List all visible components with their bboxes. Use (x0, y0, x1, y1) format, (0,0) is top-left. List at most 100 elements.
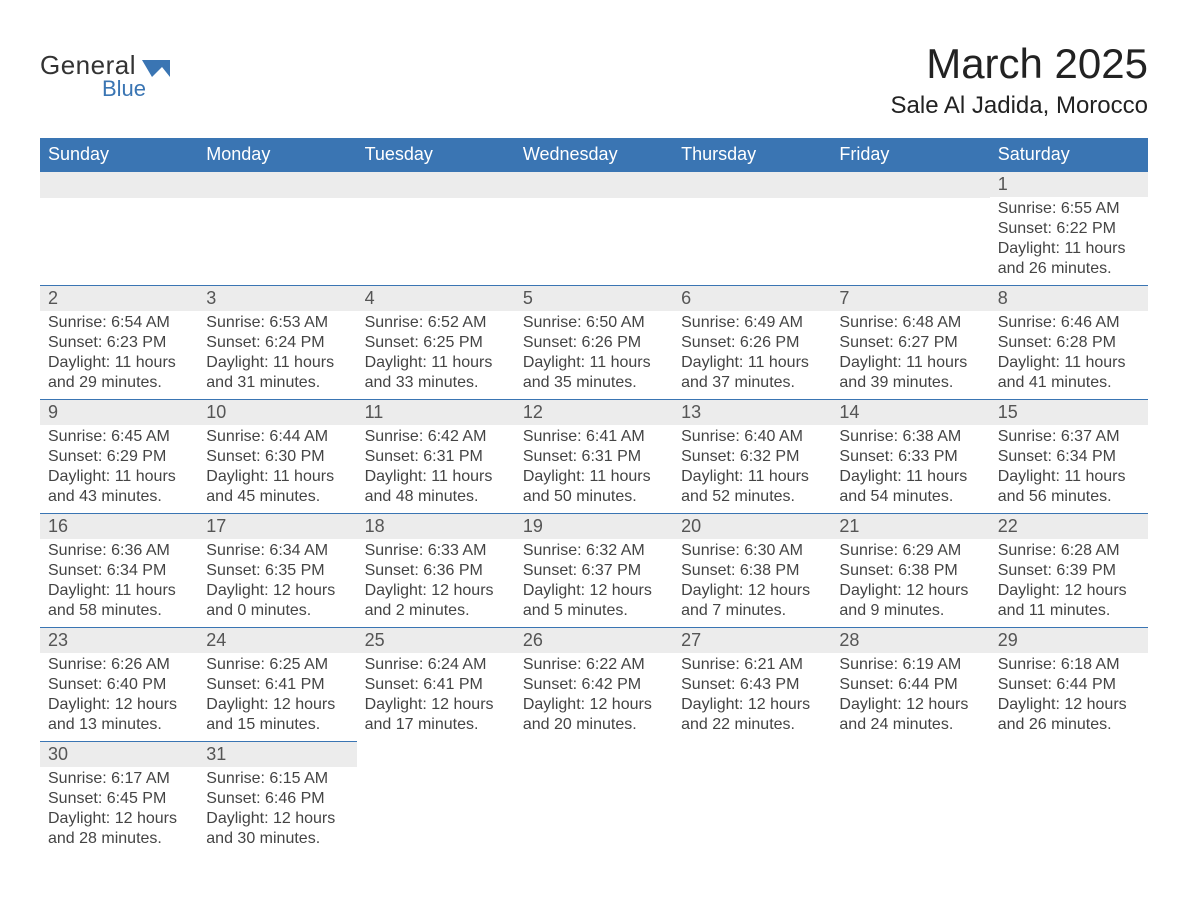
calendar-day-cell: 2Sunrise: 6:54 AMSunset: 6:23 PMDaylight… (40, 286, 198, 400)
sunset-line: Sunset: 6:31 PM (365, 447, 507, 467)
calendar-empty-cell (40, 172, 198, 286)
day-number: 8 (990, 286, 1148, 311)
day-details: Sunrise: 6:55 AMSunset: 6:22 PMDaylight:… (990, 197, 1148, 285)
day-details: Sunrise: 6:37 AMSunset: 6:34 PMDaylight:… (990, 425, 1148, 513)
day-details: Sunrise: 6:26 AMSunset: 6:40 PMDaylight:… (40, 653, 198, 741)
day-number: 23 (40, 628, 198, 653)
sunset-line: Sunset: 6:38 PM (839, 561, 981, 581)
day-number: 5 (515, 286, 673, 311)
sunset-line: Sunset: 6:33 PM (839, 447, 981, 467)
day-details: Sunrise: 6:24 AMSunset: 6:41 PMDaylight:… (357, 653, 515, 741)
daylight-line: Daylight: 11 hours and 50 minutes. (523, 467, 665, 507)
sunrise-line: Sunrise: 6:36 AM (48, 541, 190, 561)
dow-header: Thursday (673, 138, 831, 172)
sunrise-line: Sunrise: 6:30 AM (681, 541, 823, 561)
sunset-line: Sunset: 6:44 PM (839, 675, 981, 695)
day-details: Sunrise: 6:21 AMSunset: 6:43 PMDaylight:… (673, 653, 831, 741)
daylight-line: Daylight: 12 hours and 20 minutes. (523, 695, 665, 735)
sunrise-line: Sunrise: 6:24 AM (365, 655, 507, 675)
calendar-week-row: 1Sunrise: 6:55 AMSunset: 6:22 PMDaylight… (40, 172, 1148, 286)
calendar-day-cell: 22Sunrise: 6:28 AMSunset: 6:39 PMDayligh… (990, 514, 1148, 628)
day-details: Sunrise: 6:18 AMSunset: 6:44 PMDaylight:… (990, 653, 1148, 741)
day-number: 26 (515, 628, 673, 653)
sunset-line: Sunset: 6:36 PM (365, 561, 507, 581)
day-details: Sunrise: 6:28 AMSunset: 6:39 PMDaylight:… (990, 539, 1148, 627)
sunrise-line: Sunrise: 6:17 AM (48, 769, 190, 789)
empty-day-header (198, 172, 356, 198)
calendar-empty-cell (357, 742, 515, 856)
sunset-line: Sunset: 6:29 PM (48, 447, 190, 467)
daylight-line: Daylight: 11 hours and 35 minutes. (523, 353, 665, 393)
day-number: 7 (831, 286, 989, 311)
calendar-day-cell: 21Sunrise: 6:29 AMSunset: 6:38 PMDayligh… (831, 514, 989, 628)
calendar-day-cell: 18Sunrise: 6:33 AMSunset: 6:36 PMDayligh… (357, 514, 515, 628)
day-number: 6 (673, 286, 831, 311)
daylight-line: Daylight: 11 hours and 52 minutes. (681, 467, 823, 507)
calendar-day-cell: 4Sunrise: 6:52 AMSunset: 6:25 PMDaylight… (357, 286, 515, 400)
daylight-line: Daylight: 12 hours and 28 minutes. (48, 809, 190, 849)
sunset-line: Sunset: 6:24 PM (206, 333, 348, 353)
calendar-day-cell: 24Sunrise: 6:25 AMSunset: 6:41 PMDayligh… (198, 628, 356, 742)
dow-header: Saturday (990, 138, 1148, 172)
day-number: 18 (357, 514, 515, 539)
empty-day-body (198, 198, 356, 268)
sunrise-line: Sunrise: 6:42 AM (365, 427, 507, 447)
sunset-line: Sunset: 6:43 PM (681, 675, 823, 695)
day-details: Sunrise: 6:17 AMSunset: 6:45 PMDaylight:… (40, 767, 198, 855)
day-number: 14 (831, 400, 989, 425)
calendar-day-cell: 1Sunrise: 6:55 AMSunset: 6:22 PMDaylight… (990, 172, 1148, 286)
sunset-line: Sunset: 6:32 PM (681, 447, 823, 467)
sunset-line: Sunset: 6:30 PM (206, 447, 348, 467)
calendar-empty-cell (831, 742, 989, 856)
day-number: 25 (357, 628, 515, 653)
sunrise-line: Sunrise: 6:25 AM (206, 655, 348, 675)
daylight-line: Daylight: 12 hours and 2 minutes. (365, 581, 507, 621)
month-title: March 2025 (891, 40, 1148, 88)
location: Sale Al Jadida, Morocco (891, 92, 1148, 120)
daylight-line: Daylight: 11 hours and 54 minutes. (839, 467, 981, 507)
sunrise-line: Sunrise: 6:19 AM (839, 655, 981, 675)
sunset-line: Sunset: 6:25 PM (365, 333, 507, 353)
calendar-day-cell: 20Sunrise: 6:30 AMSunset: 6:38 PMDayligh… (673, 514, 831, 628)
calendar-empty-cell (673, 742, 831, 856)
daylight-line: Daylight: 12 hours and 17 minutes. (365, 695, 507, 735)
sunset-line: Sunset: 6:23 PM (48, 333, 190, 353)
calendar-day-cell: 14Sunrise: 6:38 AMSunset: 6:33 PMDayligh… (831, 400, 989, 514)
calendar-day-cell: 3Sunrise: 6:53 AMSunset: 6:24 PMDaylight… (198, 286, 356, 400)
sunrise-line: Sunrise: 6:22 AM (523, 655, 665, 675)
sunset-line: Sunset: 6:44 PM (998, 675, 1140, 695)
calendar-day-cell: 9Sunrise: 6:45 AMSunset: 6:29 PMDaylight… (40, 400, 198, 514)
day-number: 4 (357, 286, 515, 311)
day-number: 10 (198, 400, 356, 425)
sunrise-line: Sunrise: 6:38 AM (839, 427, 981, 447)
empty-day-header (831, 172, 989, 198)
calendar-empty-cell (673, 172, 831, 286)
sunrise-line: Sunrise: 6:45 AM (48, 427, 190, 447)
calendar-empty-cell (831, 172, 989, 286)
day-number: 15 (990, 400, 1148, 425)
day-number: 1 (990, 172, 1148, 197)
calendar-week-row: 23Sunrise: 6:26 AMSunset: 6:40 PMDayligh… (40, 628, 1148, 742)
calendar-table: SundayMondayTuesdayWednesdayThursdayFrid… (40, 138, 1148, 855)
calendar-day-cell: 17Sunrise: 6:34 AMSunset: 6:35 PMDayligh… (198, 514, 356, 628)
calendar-week-row: 2Sunrise: 6:54 AMSunset: 6:23 PMDaylight… (40, 286, 1148, 400)
daylight-line: Daylight: 12 hours and 22 minutes. (681, 695, 823, 735)
sunset-line: Sunset: 6:45 PM (48, 789, 190, 809)
calendar-day-cell: 15Sunrise: 6:37 AMSunset: 6:34 PMDayligh… (990, 400, 1148, 514)
day-details: Sunrise: 6:38 AMSunset: 6:33 PMDaylight:… (831, 425, 989, 513)
calendar-week-row: 30Sunrise: 6:17 AMSunset: 6:45 PMDayligh… (40, 742, 1148, 856)
sunrise-line: Sunrise: 6:41 AM (523, 427, 665, 447)
sunset-line: Sunset: 6:28 PM (998, 333, 1140, 353)
daylight-line: Daylight: 11 hours and 31 minutes. (206, 353, 348, 393)
day-details: Sunrise: 6:52 AMSunset: 6:25 PMDaylight:… (357, 311, 515, 399)
day-number: 11 (357, 400, 515, 425)
calendar-week-row: 9Sunrise: 6:45 AMSunset: 6:29 PMDaylight… (40, 400, 1148, 514)
dow-header: Wednesday (515, 138, 673, 172)
sunrise-line: Sunrise: 6:52 AM (365, 313, 507, 333)
day-details: Sunrise: 6:40 AMSunset: 6:32 PMDaylight:… (673, 425, 831, 513)
calendar-day-cell: 7Sunrise: 6:48 AMSunset: 6:27 PMDaylight… (831, 286, 989, 400)
sunrise-line: Sunrise: 6:54 AM (48, 313, 190, 333)
day-number: 13 (673, 400, 831, 425)
day-number: 3 (198, 286, 356, 311)
sunrise-line: Sunrise: 6:46 AM (998, 313, 1140, 333)
